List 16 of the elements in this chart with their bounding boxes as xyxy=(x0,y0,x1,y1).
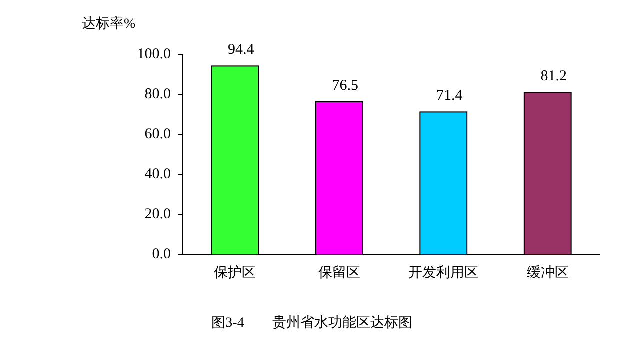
x-tick-label: 缓冲区 xyxy=(526,265,569,281)
y-tick-label: 0.0 xyxy=(152,246,171,262)
x-tick-label: 保护区 xyxy=(214,265,256,281)
data-label: 94.4 xyxy=(228,42,255,58)
y-tick-label: 100.0 xyxy=(137,46,171,62)
data-label: 71.4 xyxy=(436,88,464,104)
data-label: 76.5 xyxy=(332,78,358,94)
y-tick-label: 40.0 xyxy=(144,166,171,182)
x-tick-label: 保留区 xyxy=(318,265,360,281)
x-tick-label: 开发利用区 xyxy=(408,265,479,281)
y-tick-label: 20.0 xyxy=(144,206,171,222)
y-axis-title: 达标率% xyxy=(82,16,136,32)
y-tick-label: 80.0 xyxy=(144,86,171,102)
data-label: 81.2 xyxy=(540,68,567,85)
y-tick-label: 60.0 xyxy=(144,126,171,142)
caption: 图3-4 贵州省水功能区达标图 xyxy=(212,315,412,331)
